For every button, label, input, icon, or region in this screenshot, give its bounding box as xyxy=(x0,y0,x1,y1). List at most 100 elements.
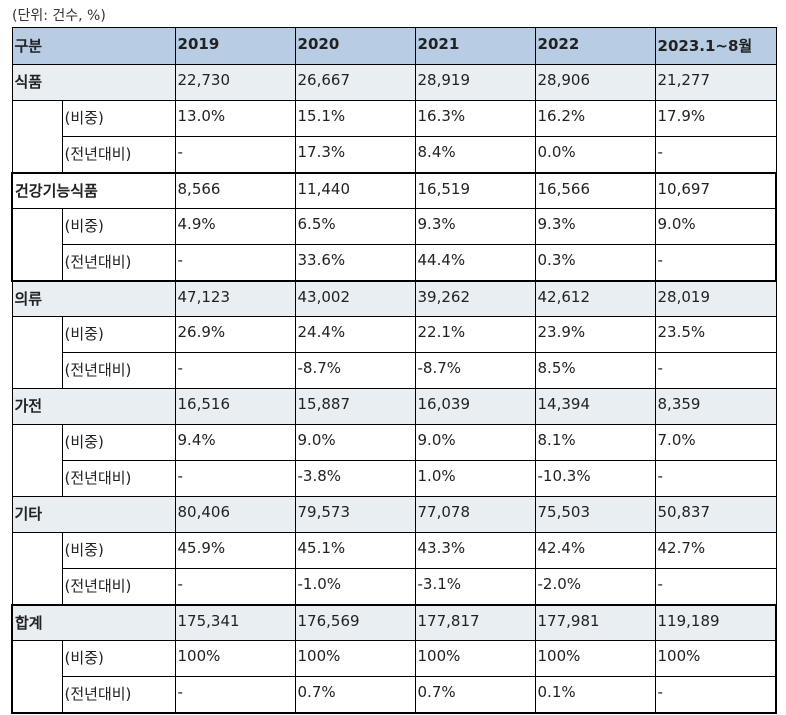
share-row: (비중) 100% 100% 100% 100% 100% xyxy=(11,640,778,677)
yoy-cell: - xyxy=(654,244,778,282)
share-cell: 16.2% xyxy=(534,100,656,137)
value-cell: 39,262 xyxy=(414,280,536,317)
yoy-cell: - xyxy=(174,352,296,389)
share-cell: 9.3% xyxy=(414,208,536,245)
share-cell: 23.9% xyxy=(534,316,656,353)
value-cell: 15,887 xyxy=(294,388,416,425)
indent-cell xyxy=(11,244,63,282)
category-name: 건강기능식품 xyxy=(10,171,176,209)
yoy-cell: - xyxy=(654,676,778,714)
yoy-label: (전년대비) xyxy=(61,460,176,497)
group-other: 기타 80,406 79,573 77,078 75,503 50,837 (비… xyxy=(11,496,777,605)
share-cell: 9.3% xyxy=(534,208,656,245)
share-cell: 13.0% xyxy=(174,100,296,137)
value-cell: 26,667 xyxy=(294,64,416,101)
category-name: 의류 xyxy=(11,280,176,317)
indent-cell xyxy=(11,460,63,497)
yoy-cell: - xyxy=(654,136,777,173)
share-row: (비중) 4.9% 6.5% 9.3% 9.3% 9.0% xyxy=(11,208,778,245)
header-year: 2021 xyxy=(414,27,536,65)
yoy-cell: -1.0% xyxy=(294,568,416,605)
value-cell: 8,566 xyxy=(174,171,296,209)
share-row: (비중) 45.9% 45.1% 43.3% 42.4% 42.7% xyxy=(11,532,777,569)
value-cell: 16,039 xyxy=(414,388,536,425)
yoy-cell: 0.3% xyxy=(534,244,656,282)
value-cell: 28,906 xyxy=(534,64,656,101)
yoy-cell: 0.7% xyxy=(294,676,416,714)
yoy-cell: - xyxy=(654,460,777,497)
value-cell: 176,569 xyxy=(294,603,416,641)
category-row: 기타 80,406 79,573 77,078 75,503 50,837 xyxy=(11,496,777,533)
yoy-cell: 1.0% xyxy=(414,460,536,497)
indent-cell xyxy=(11,640,63,677)
group-food: 식품 22,730 26,667 28,919 28,906 21,277 (비… xyxy=(11,64,777,173)
yoy-row: (전년대비) - 17.3% 8.4% 0.0% - xyxy=(11,136,777,173)
category-row: 건강기능식품 8,566 11,440 16,519 16,566 10,697 xyxy=(10,171,778,209)
yoy-row: (전년대비) - -8.7% -8.7% 8.5% - xyxy=(11,352,777,389)
category-row: 합계 175,341 176,569 177,817 177,981 119,1… xyxy=(10,603,778,641)
share-row: (비중) 9.4% 9.0% 9.0% 8.1% 7.0% xyxy=(11,424,777,461)
value-cell: 119,189 xyxy=(654,603,778,641)
yoy-cell: - xyxy=(174,136,296,173)
share-cell: 9.0% xyxy=(414,424,536,461)
share-cell: 22.1% xyxy=(414,316,536,353)
share-label: (비중) xyxy=(61,532,176,569)
category-row: 의류 47,123 43,002 39,262 42,612 28,019 xyxy=(11,280,777,317)
share-cell: 45.1% xyxy=(294,532,416,569)
share-label: (비중) xyxy=(61,100,176,137)
yoy-cell: - xyxy=(174,676,296,714)
share-label: (비중) xyxy=(61,208,176,245)
share-cell: 16.3% xyxy=(414,100,536,137)
share-cell: 17.9% xyxy=(654,100,777,137)
share-cell: 45.9% xyxy=(174,532,296,569)
indent-cell xyxy=(11,676,63,714)
yoy-cell: - xyxy=(174,460,296,497)
indent-cell xyxy=(11,208,63,245)
value-cell: 175,341 xyxy=(174,603,296,641)
category-name: 기타 xyxy=(11,496,176,533)
category-name: 가전 xyxy=(11,388,176,425)
share-cell: 6.5% xyxy=(294,208,416,245)
share-cell: 4.9% xyxy=(174,208,296,245)
group-clothing: 의류 47,123 43,002 39,262 42,612 28,019 (비… xyxy=(11,280,777,389)
share-cell: 42.4% xyxy=(534,532,656,569)
share-cell: 43.3% xyxy=(414,532,536,569)
share-cell: 42.7% xyxy=(654,532,777,569)
group-health-food: 건강기능식품 8,566 11,440 16,519 16,566 10,697… xyxy=(10,171,778,282)
value-cell: 16,516 xyxy=(174,388,296,425)
yoy-cell: 17.3% xyxy=(294,136,416,173)
share-cell: 100% xyxy=(654,640,778,677)
yoy-cell: - xyxy=(174,568,296,605)
yoy-cell: -10.3% xyxy=(534,460,656,497)
yoy-cell: 8.4% xyxy=(414,136,536,173)
yoy-label: (전년대비) xyxy=(61,244,176,282)
value-cell: 28,019 xyxy=(654,280,777,317)
value-cell: 14,394 xyxy=(534,388,656,425)
yoy-label: (전년대비) xyxy=(61,676,176,714)
yoy-cell: 0.1% xyxy=(534,676,656,714)
header-year: 2020 xyxy=(294,27,416,65)
yoy-cell: -8.7% xyxy=(294,352,416,389)
share-label: (비중) xyxy=(61,316,176,353)
share-cell: 15.1% xyxy=(294,100,416,137)
value-cell: 177,981 xyxy=(534,603,656,641)
yoy-cell: - xyxy=(654,352,777,389)
share-cell: 24.4% xyxy=(294,316,416,353)
value-cell: 8,359 xyxy=(654,388,777,425)
indent-cell xyxy=(11,352,63,389)
value-cell: 21,277 xyxy=(654,64,777,101)
share-row: (비중) 13.0% 15.1% 16.3% 16.2% 17.9% xyxy=(11,100,777,137)
header-row: 구분 2019 2020 2021 2022 2023.1~8월 xyxy=(11,27,777,65)
category-row: 가전 16,516 15,887 16,039 14,394 8,359 xyxy=(11,388,777,425)
yoy-cell: 44.4% xyxy=(414,244,536,282)
indent-cell xyxy=(11,100,63,137)
value-cell: 16,566 xyxy=(534,171,656,209)
value-cell: 77,078 xyxy=(414,496,536,533)
header-year: 2022 xyxy=(534,27,656,65)
share-row: (비중) 26.9% 24.4% 22.1% 23.9% 23.5% xyxy=(11,316,777,353)
share-label: (비중) xyxy=(61,640,176,677)
value-cell: 28,919 xyxy=(414,64,536,101)
category-row: 식품 22,730 26,667 28,919 28,906 21,277 xyxy=(11,64,777,101)
header-year: 2023.1~8월 xyxy=(654,27,777,65)
yoy-row: (전년대비) - 33.6% 44.4% 0.3% - xyxy=(11,244,778,282)
